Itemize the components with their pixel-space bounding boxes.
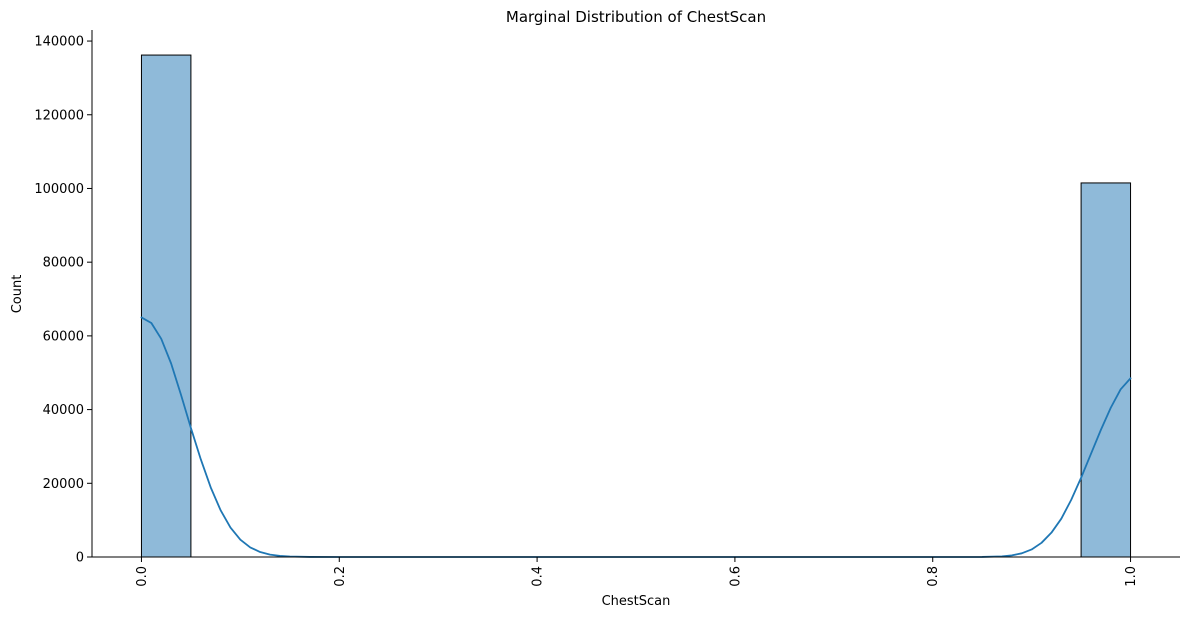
x-tick-label: 0.4 (531, 566, 546, 587)
y-tick-label: 60000 (43, 329, 84, 344)
histogram-bar-1 (1080, 182, 1132, 558)
y-tick-label: 0 (76, 551, 84, 566)
y-tick-label: 20000 (43, 477, 84, 492)
y-tick-label: 40000 (43, 403, 84, 418)
y-tick-label: 120000 (34, 108, 84, 123)
y-tick-label: 140000 (34, 35, 84, 50)
y-tick-label: 80000 (43, 256, 84, 271)
x-axis-label: ChestScan (602, 594, 671, 609)
bars-group (140, 54, 1132, 558)
kde-line (140, 316, 1132, 558)
histogram-bar-0 (140, 54, 192, 558)
y-axis-label: Count (10, 275, 25, 314)
kde-group (140, 316, 1132, 558)
x-tick-label: 1.0 (1124, 566, 1139, 587)
x-tick-label: 0.8 (926, 566, 941, 587)
x-tick-label: 0.6 (728, 566, 743, 587)
y-axis: 0 20000 40000 60000 80000 100000 120000 140000 (34, 30, 93, 566)
x-tick-label: 0.0 (135, 566, 150, 587)
y-tick-label: 100000 (34, 182, 84, 197)
x-tick-label: 0.2 (333, 566, 348, 587)
x-axis: 0.0 0.2 0.4 0.6 0.8 1.0 (92, 556, 1180, 587)
chart-title: Marginal Distribution of ChestScan (506, 8, 766, 26)
